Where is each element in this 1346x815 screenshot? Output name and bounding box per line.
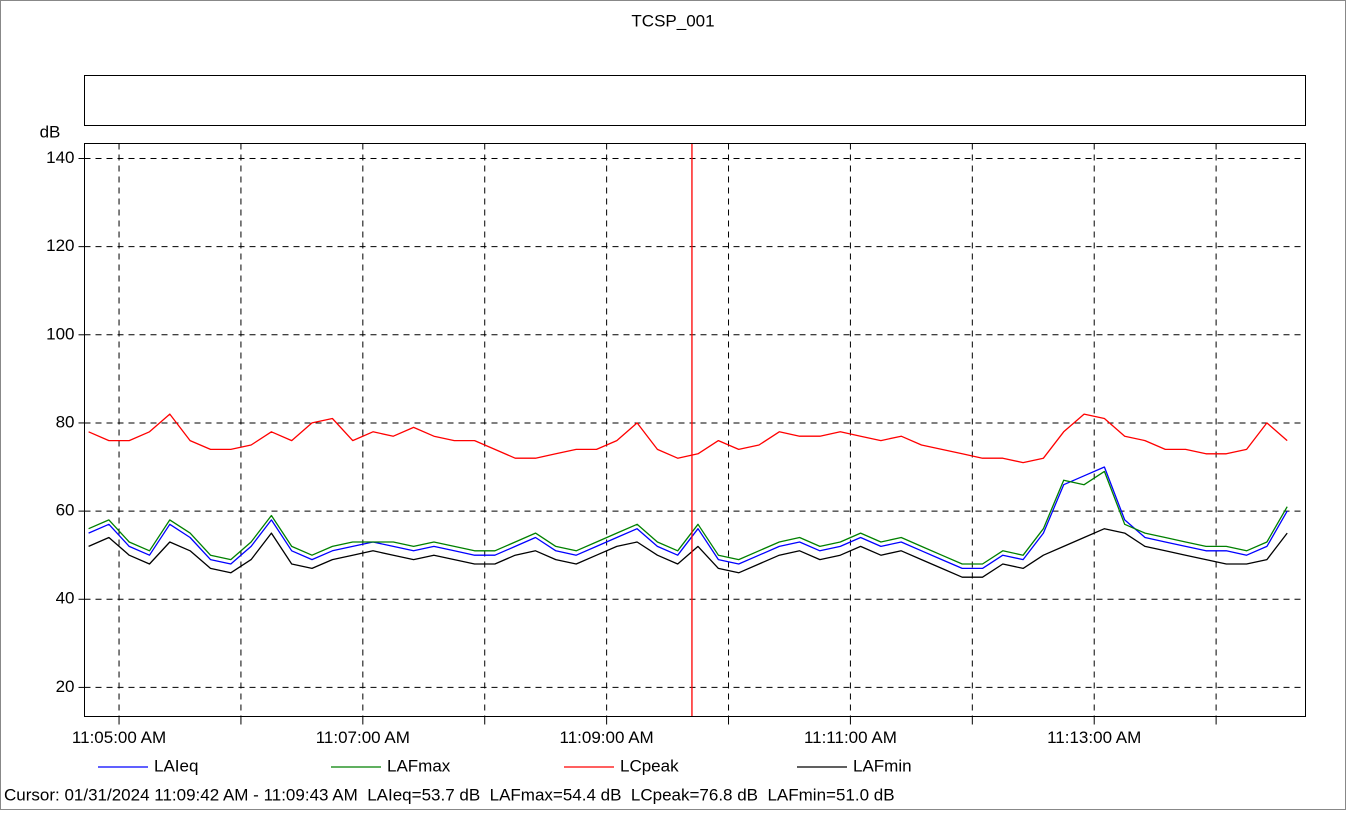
y-tick-label: 60 xyxy=(56,501,75,520)
plot-frame xyxy=(84,143,1306,717)
legend-label: LCpeak xyxy=(620,756,679,775)
x-tick-label: 11:05:00 AM xyxy=(72,728,166,747)
series-line xyxy=(88,466,1288,570)
legend-label: LAFmin xyxy=(853,756,912,775)
y-tick-label: 40 xyxy=(56,589,75,608)
y-tick-label: 140 xyxy=(46,148,74,167)
plot-area xyxy=(84,143,1306,717)
x-tick-label: 11:13:00 AM xyxy=(1047,728,1141,747)
y-tick-label: 120 xyxy=(46,236,74,255)
chart-title: TCSP_001 xyxy=(631,11,714,30)
x-tick-label: 11:09:00 AM xyxy=(560,728,654,747)
cursor-readout: Cursor: 01/31/2024 11:09:42 AM - 11:09:4… xyxy=(4,785,895,804)
legend-label: LAIeq xyxy=(154,756,198,775)
y-tick-label: 80 xyxy=(56,412,75,431)
x-tick-label: 11:11:00 AM xyxy=(804,728,897,747)
x-tick-label: 11:07:00 AM xyxy=(316,728,410,747)
legend-label: LAFmax xyxy=(387,756,451,775)
series-line xyxy=(88,470,1288,565)
y-tick-label: 100 xyxy=(46,324,74,343)
series-line xyxy=(88,528,1288,578)
series-line xyxy=(88,413,1288,464)
y-tick-label: 20 xyxy=(56,677,75,696)
header-box xyxy=(84,75,1306,126)
y-unit: dB xyxy=(40,122,61,141)
